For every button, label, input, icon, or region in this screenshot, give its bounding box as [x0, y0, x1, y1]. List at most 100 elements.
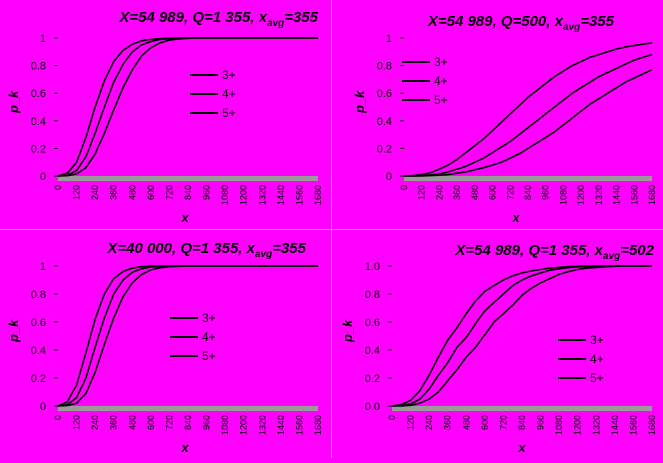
chart-3-xtick-label: 480: [127, 415, 137, 430]
chart-1-xtick-label: 600: [146, 185, 156, 200]
chart-1-legend-label: 4+: [222, 87, 236, 101]
chart-1-xtick-label: 120: [72, 185, 82, 200]
chart-1-xtick-label: 960: [202, 185, 212, 200]
chart-2-ytick-label: 0.4: [377, 116, 392, 128]
chart-1-ytick-label: 0.8: [31, 61, 46, 73]
chart-4-title-main: X=54 989, Q=1 355, x: [454, 242, 603, 259]
chart-3-title-sub: avg: [255, 249, 272, 260]
chart-1-ylabel: p_k: [6, 90, 21, 114]
chart-4-xtick-label: 480: [461, 415, 471, 430]
chart-4-xtick-label: 600: [480, 415, 490, 430]
chart-3-x-axis-band: [58, 406, 318, 411]
chart-3-ytick-label: 1: [40, 261, 46, 273]
chart-1-series-line-4plus: [57, 37, 318, 177]
chart-4-xtick-label: 1680: [647, 415, 657, 435]
chart-4-legend-label: 5+: [590, 371, 604, 385]
chart-3-xtick-label: 960: [202, 415, 212, 430]
chart-3-xtick-label: 600: [146, 415, 156, 430]
chart-2-ytick-label: 1: [386, 33, 392, 45]
chart-3-xtick-label: 120: [72, 415, 82, 430]
chart-4-ytick-label: 1.0: [365, 261, 380, 273]
chart-2-xtick-label: 1560: [629, 185, 639, 205]
chart-4-xtick-label: 240: [424, 415, 434, 430]
chart-2-xtick-label: 480: [470, 185, 480, 200]
chart-1-xtick-label: 1560: [294, 185, 304, 205]
chart-3-xtick-label: 1560: [294, 415, 304, 435]
chart-2-ytick-label: 0: [386, 171, 392, 183]
chart-2-ytick-label: 0.6: [377, 88, 392, 100]
chart-1-xtick-label: 1320: [257, 185, 267, 205]
chart-2-title-tail: =355: [580, 13, 614, 30]
chart-2-x-axis-band: [404, 176, 652, 181]
chart-1-title-tail: =355: [284, 9, 318, 26]
chart-4-xtick-label: 360: [443, 415, 453, 430]
chart-2-series-line-5plus: [404, 68, 653, 177]
chart-4-ytick-label: 0.0: [365, 401, 380, 413]
chart-2-legend-label: 4+: [434, 74, 448, 88]
chart-1-svg: X=54 989, Q=1 355, xavg=355 0 0.2 0.4 0.6 0.8…: [6, 9, 323, 225]
chart-3-xtick-label: 1320: [257, 415, 267, 435]
chart-panel-4: X=54 989, Q=1 355, xavg=502 0.0 0.2 0.4 0.6 0…: [332, 230, 663, 458]
chart-4-series-line-4plus: [391, 265, 652, 407]
chart-1-series-line-3plus: [57, 37, 318, 177]
chart-2-xtick-label: 840: [523, 185, 533, 200]
chart-1-xtick-label: 1440: [276, 185, 286, 205]
divider-horizontal: [0, 229, 663, 230]
chart-1-xtick-label: 240: [90, 185, 100, 200]
chart-3-xtick-label: 1440: [276, 415, 286, 435]
chart-2-xtick-label: 1200: [576, 185, 586, 205]
chart-2-svg: X=54 989, Q=500, xavg=355 0 0.2 0.4 0.6 0.8 1 p…: [352, 13, 657, 225]
chart-4-xlabel: x: [517, 440, 526, 455]
chart-4-xtick-label: 1560: [628, 415, 638, 435]
chart-2-xlabel: x: [511, 210, 520, 225]
chart-1-xtick-label: 720: [164, 185, 174, 200]
chart-2-xtick-label: 120: [417, 185, 427, 200]
chart-3-ylabel: p_k: [6, 319, 21, 343]
chart-1-xtick-label: 480: [127, 185, 137, 200]
chart-2-ytick-label: 0.8: [377, 61, 392, 73]
chart-3-xtick-label: 1200: [239, 415, 249, 435]
chart-4-title-tail: =502: [620, 242, 654, 259]
chart-3-ytick-label: 0.2: [31, 373, 46, 385]
chart-4-title: X=54 989, Q=1 355, xavg=502: [454, 242, 654, 262]
chart-3-ytick-label: 0.8: [31, 289, 46, 301]
chart-1-xtick-label: 360: [109, 185, 119, 200]
chart-1-x-axis-band: [58, 176, 318, 181]
chart-1-xtick-label: 1200: [239, 185, 249, 205]
chart-3-title-main: X=40 000, Q=1 355, x: [106, 240, 255, 257]
chart-2-legend-label: 3+: [434, 55, 448, 69]
chart-1-ytick-label: 1: [40, 33, 46, 45]
chart-2-xtick-label: 960: [541, 185, 551, 200]
chart-4-ytick-label: 0.8: [365, 289, 380, 301]
chart-1-title: X=54 989, Q=1 355, xavg=355: [118, 9, 318, 29]
chart-4-xtick-label: 0: [387, 415, 397, 420]
chart-3-legend-label: 5+: [202, 349, 216, 363]
chart-3-series-line-5plus: [57, 265, 318, 407]
chart-4-legend-label: 3+: [590, 333, 604, 347]
chart-1-ytick-label: 0.4: [31, 116, 46, 128]
chart-3-xtick-label: 0: [53, 415, 63, 420]
chart-1-legend-label: 5+: [222, 106, 236, 120]
chart-3-ytick-label: 0: [40, 401, 46, 413]
chart-1-title-sub: avg: [267, 18, 284, 29]
chart-4-ytick-label: 0.4: [365, 345, 380, 357]
chart-4-series-line-5plus: [391, 265, 652, 407]
chart-4-xtick-label: 1080: [554, 415, 564, 435]
chart-1-xtick-label: 0: [53, 185, 63, 190]
chart-1-title-main: X=54 989, Q=1 355, x: [118, 9, 267, 26]
chart-4-svg: X=54 989, Q=1 355, xavg=502 0.0 0.2 0.4 0.6 0…: [340, 242, 657, 455]
chart-3-xtick-label: 1680: [313, 415, 323, 435]
chart-3-svg: X=40 000, Q=1 355, xavg=355 0 0.2 0.4 0.6 0.8…: [6, 240, 323, 455]
chart-panel-2: X=54 989, Q=500, xavg=355 0 0.2 0.4 0.6 0.8 1 p…: [332, 0, 663, 229]
chart-2-xtick-label: 360: [452, 185, 462, 200]
chart-2-xtick-label: 600: [488, 185, 498, 200]
chart-3-legend-label: 4+: [202, 330, 216, 344]
chart-1-xtick-label: 840: [183, 185, 193, 200]
chart-3-ytick-label: 0.4: [31, 345, 46, 357]
chart-4-legend-label: 4+: [590, 352, 604, 366]
chart-panel-1: X=54 989, Q=1 355, xavg=355 0 0.2 0.4 0.6 0.8…: [0, 0, 331, 229]
chart-2-title: X=54 989, Q=500, xavg=355: [427, 13, 615, 33]
chart-2-xtick-label: 240: [434, 185, 444, 200]
chart-2-xtick-label: 1320: [594, 185, 604, 205]
